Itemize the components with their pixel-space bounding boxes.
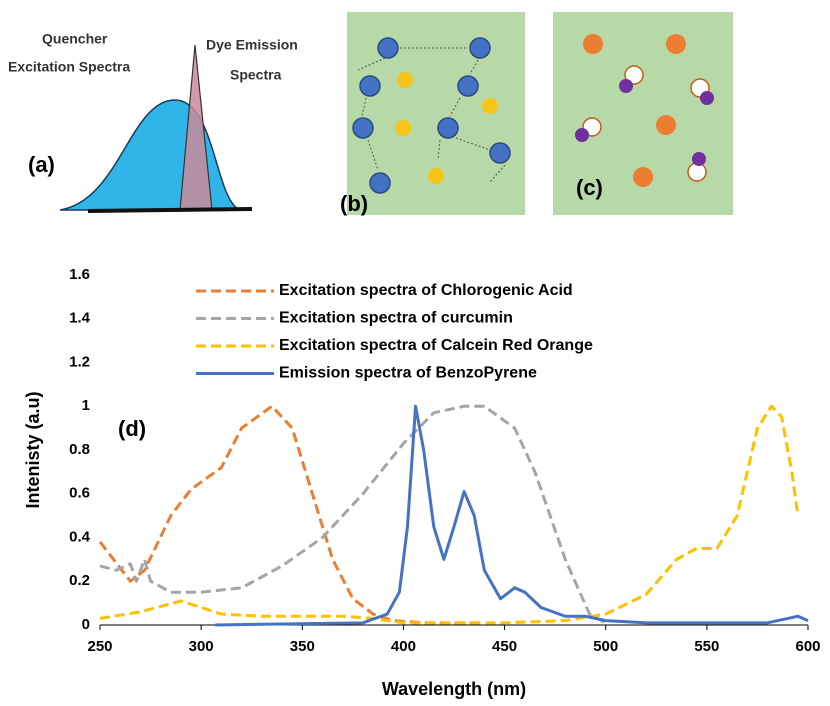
quencher-curve: [59, 99, 241, 211]
x-tick-label: 250: [87, 638, 112, 655]
panel-a: Quencher Excitation Spectra Dye Emission…: [8, 31, 298, 213]
panel-b: (b): [340, 12, 525, 216]
label: Dye Emission: [206, 37, 298, 53]
free-molecules: [583, 34, 686, 187]
y-tick-label: 1.2: [69, 353, 90, 370]
x-tick-label: 600: [795, 638, 820, 655]
label: Quencher: [42, 31, 108, 47]
y-tick-label: 0: [82, 616, 90, 633]
series-line: [215, 404, 809, 627]
x-tick-label: 300: [189, 638, 214, 655]
legend-label: Emission spectra of BenzoPyrene: [279, 365, 537, 382]
y-tick-label: 1.4: [69, 310, 91, 327]
panel-c: (c): [553, 12, 733, 215]
label: Spectra: [230, 67, 282, 83]
label: Excitation Spectra: [8, 59, 130, 75]
chart: 0 0.2 0.4 0.6 0.8 1 1.2 1.4 1.6 250 300 350 400 450 50…: [23, 266, 821, 699]
y-tick-label: 1: [82, 397, 90, 414]
x-axis-title: Wavelength (nm): [382, 679, 526, 699]
x-tick-label: 550: [694, 638, 719, 655]
x-tick-label: 500: [593, 638, 618, 655]
x-tick-label: 400: [391, 638, 416, 655]
y-tick-label: 0.4: [69, 528, 91, 545]
y-axis-title: Intenisty (a.u): [23, 391, 43, 508]
dye-molecules: [352, 37, 511, 194]
quenchers: [395, 72, 498, 184]
baseline: [87, 207, 253, 213]
series-line: [99, 404, 800, 625]
panel-tag: (c): [576, 175, 603, 200]
series-line: [98, 404, 485, 625]
x-tick-label: 450: [492, 638, 517, 655]
series-line: [99, 404, 607, 625]
panel-tag: (a): [28, 152, 55, 177]
panel-tag: (b): [340, 191, 368, 216]
paths: [357, 47, 506, 183]
x-tick-label: 350: [290, 638, 315, 655]
y-tick-label: 0.6: [69, 485, 90, 502]
y-tick-label: 0.2: [69, 572, 90, 589]
y-tick-label: 0.8: [69, 441, 90, 458]
legend-label: Excitation spectra of Calcein Red Orange: [279, 337, 593, 354]
y-tick-label: 1.6: [69, 266, 90, 283]
legend-label: Excitation spectra of Chlorogenic Acid: [279, 282, 573, 299]
legend-label: Excitation spectra of curcumin: [279, 310, 513, 327]
complex-guest: [575, 79, 714, 166]
annotation: (d): [118, 416, 146, 441]
